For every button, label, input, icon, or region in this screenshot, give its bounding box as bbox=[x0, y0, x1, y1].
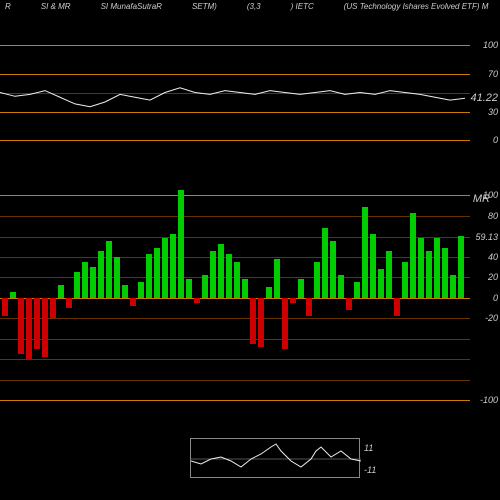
axis-label: 0 bbox=[493, 135, 498, 145]
mr-bar bbox=[394, 298, 400, 316]
mr-bar bbox=[210, 251, 216, 297]
mr-bar bbox=[250, 298, 256, 344]
mr-bar bbox=[338, 275, 344, 298]
mr-bar bbox=[34, 298, 40, 349]
mr-bar bbox=[186, 279, 192, 297]
mr-bar bbox=[154, 248, 160, 297]
axis-label: 30 bbox=[488, 107, 498, 117]
axis-label: 70 bbox=[488, 69, 498, 79]
mr-bar bbox=[418, 238, 424, 297]
axis-label: 20 bbox=[488, 272, 498, 282]
gridline bbox=[0, 257, 470, 258]
gridline bbox=[0, 400, 470, 401]
mr-bar bbox=[218, 244, 224, 297]
mr-bar bbox=[314, 262, 320, 298]
header-item: ) IETC bbox=[291, 2, 314, 11]
mr-bar bbox=[354, 282, 360, 297]
mr-bar bbox=[146, 254, 152, 297]
mr-bar bbox=[82, 262, 88, 298]
mr-bar bbox=[114, 257, 120, 298]
mr-bar bbox=[106, 241, 112, 297]
mini-label: -11 bbox=[364, 465, 376, 475]
mr-bar bbox=[2, 298, 8, 316]
mr-bar bbox=[18, 298, 24, 354]
gridline bbox=[0, 318, 470, 319]
mr-bar bbox=[450, 275, 456, 298]
mr-bar bbox=[234, 262, 240, 298]
mr-bar bbox=[170, 234, 176, 298]
mr-bar bbox=[26, 298, 32, 360]
mr-bar bbox=[402, 262, 408, 298]
header-item: (US Technology Ishares Evolved ETF) M bbox=[344, 2, 489, 11]
mr-bar bbox=[122, 285, 128, 297]
mr-bar bbox=[258, 298, 264, 347]
mr-bar bbox=[42, 298, 48, 357]
mr-bar bbox=[266, 287, 272, 297]
mr-bar bbox=[322, 228, 328, 298]
gridline bbox=[0, 380, 470, 381]
mr-bar bbox=[138, 282, 144, 297]
mr-bar bbox=[202, 275, 208, 298]
mr-bar bbox=[194, 298, 200, 303]
mini-chart: 11-11 bbox=[190, 438, 360, 478]
header-item: (3,3 bbox=[247, 2, 261, 11]
mr-bar bbox=[226, 254, 232, 297]
mr-bar bbox=[74, 272, 80, 298]
axis-label: 40 bbox=[488, 252, 498, 262]
rsi-chart: 1007030041.22 bbox=[0, 45, 500, 140]
mr-bar bbox=[282, 298, 288, 349]
mr-bar bbox=[10, 292, 16, 297]
current-value-label: 41.22 bbox=[470, 92, 498, 104]
gridline bbox=[0, 195, 470, 196]
header-item: R bbox=[5, 2, 11, 11]
gridline bbox=[0, 339, 470, 340]
mini-label: 11 bbox=[364, 443, 373, 453]
mr-bar bbox=[90, 267, 96, 298]
mr-bar bbox=[306, 298, 312, 316]
axis-label: 0 bbox=[493, 293, 498, 303]
mr-bar bbox=[274, 259, 280, 298]
axis-label: 100 bbox=[483, 40, 498, 50]
mr-bar bbox=[410, 213, 416, 297]
mr-bar bbox=[50, 298, 56, 319]
axis-label: 59.13 bbox=[475, 232, 498, 242]
mr-bar bbox=[98, 251, 104, 297]
chart-header: R SI & MR SI MunafaSutraR SETM) (3,3 ) I… bbox=[0, 0, 500, 13]
mr-bar bbox=[178, 190, 184, 298]
mr-bar bbox=[66, 298, 72, 308]
axis-label: 100 bbox=[483, 190, 498, 200]
gridline bbox=[0, 216, 470, 217]
gridline bbox=[0, 359, 470, 360]
header-item: SI MunafaSutraR bbox=[101, 2, 162, 11]
mr-bar bbox=[290, 298, 296, 303]
header-item: SI & MR bbox=[41, 2, 71, 11]
mr-bar bbox=[386, 251, 392, 297]
mr-bar bbox=[346, 298, 352, 310]
mr-bar bbox=[370, 234, 376, 298]
mr-bar bbox=[434, 238, 440, 297]
mr-bar bbox=[298, 279, 304, 297]
mr-bar bbox=[58, 285, 64, 297]
mr-bar-chart: MR1008059.1340200-20-100 bbox=[0, 195, 500, 400]
gridline bbox=[0, 237, 470, 238]
header-item: SETM) bbox=[192, 2, 217, 11]
mr-bar bbox=[242, 279, 248, 297]
mr-bar bbox=[426, 251, 432, 297]
axis-label: -20 bbox=[485, 313, 498, 323]
mr-bar bbox=[458, 236, 464, 298]
axis-label: -100 bbox=[480, 395, 498, 405]
mr-bar bbox=[442, 248, 448, 297]
axis-label: 80 bbox=[488, 211, 498, 221]
mr-bar bbox=[378, 269, 384, 298]
mr-bar bbox=[130, 298, 136, 306]
mr-bar bbox=[330, 241, 336, 297]
gridline bbox=[0, 140, 470, 141]
mr-bar bbox=[162, 238, 168, 297]
mr-bar bbox=[362, 207, 368, 297]
